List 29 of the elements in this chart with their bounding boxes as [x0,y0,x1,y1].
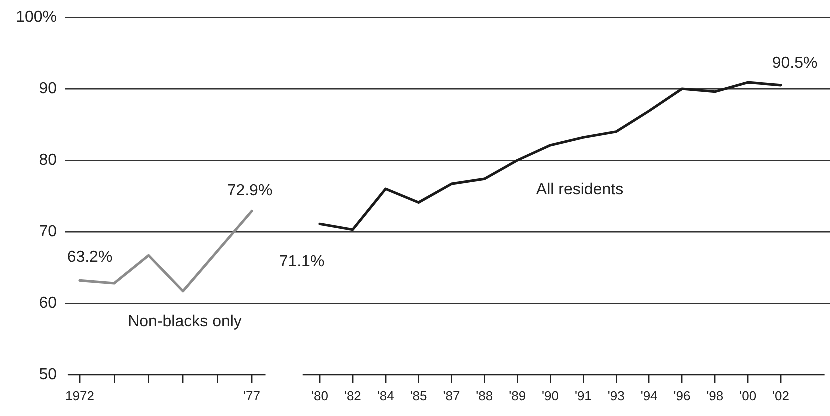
y-tick-label: 80 [39,152,58,169]
x-tick-label: '88 [476,388,494,404]
x-tick-label: '82 [344,388,362,404]
data-label: 90.5% [772,54,818,72]
series-label: All residents [536,181,624,198]
x-tick-label: '93 [608,388,625,404]
y-tick-label: 100% [16,9,57,26]
series-label: Non-blacks only [128,313,242,330]
y-tick-label: 90 [39,80,58,98]
x-tick-label: '96 [674,388,691,404]
x-tick-label: '98 [706,388,724,404]
x-tick-label: '77 [244,388,260,404]
x-tick-label: '00 [740,388,757,404]
x-tick-label: 1972 [66,388,94,404]
data-label: 71.1% [279,254,325,271]
x-tick-label: '90 [542,388,559,404]
data-label: 72.9% [227,182,273,200]
data-label: 63.2% [67,249,113,266]
y-tick-label: 50 [39,366,58,384]
y-tick-label: 70 [39,223,58,240]
y-tick-label: 60 [39,294,58,312]
x-tick-label: '91 [574,388,592,404]
x-tick-label: '87 [443,388,460,404]
x-tick-label: '02 [772,388,790,404]
x-tick-label: '89 [509,388,526,404]
x-tick-label: '80 [312,388,328,404]
x-tick-label: '94 [640,388,658,404]
x-tick-label: '84 [377,388,394,404]
x-tick-label: '85 [410,388,428,404]
